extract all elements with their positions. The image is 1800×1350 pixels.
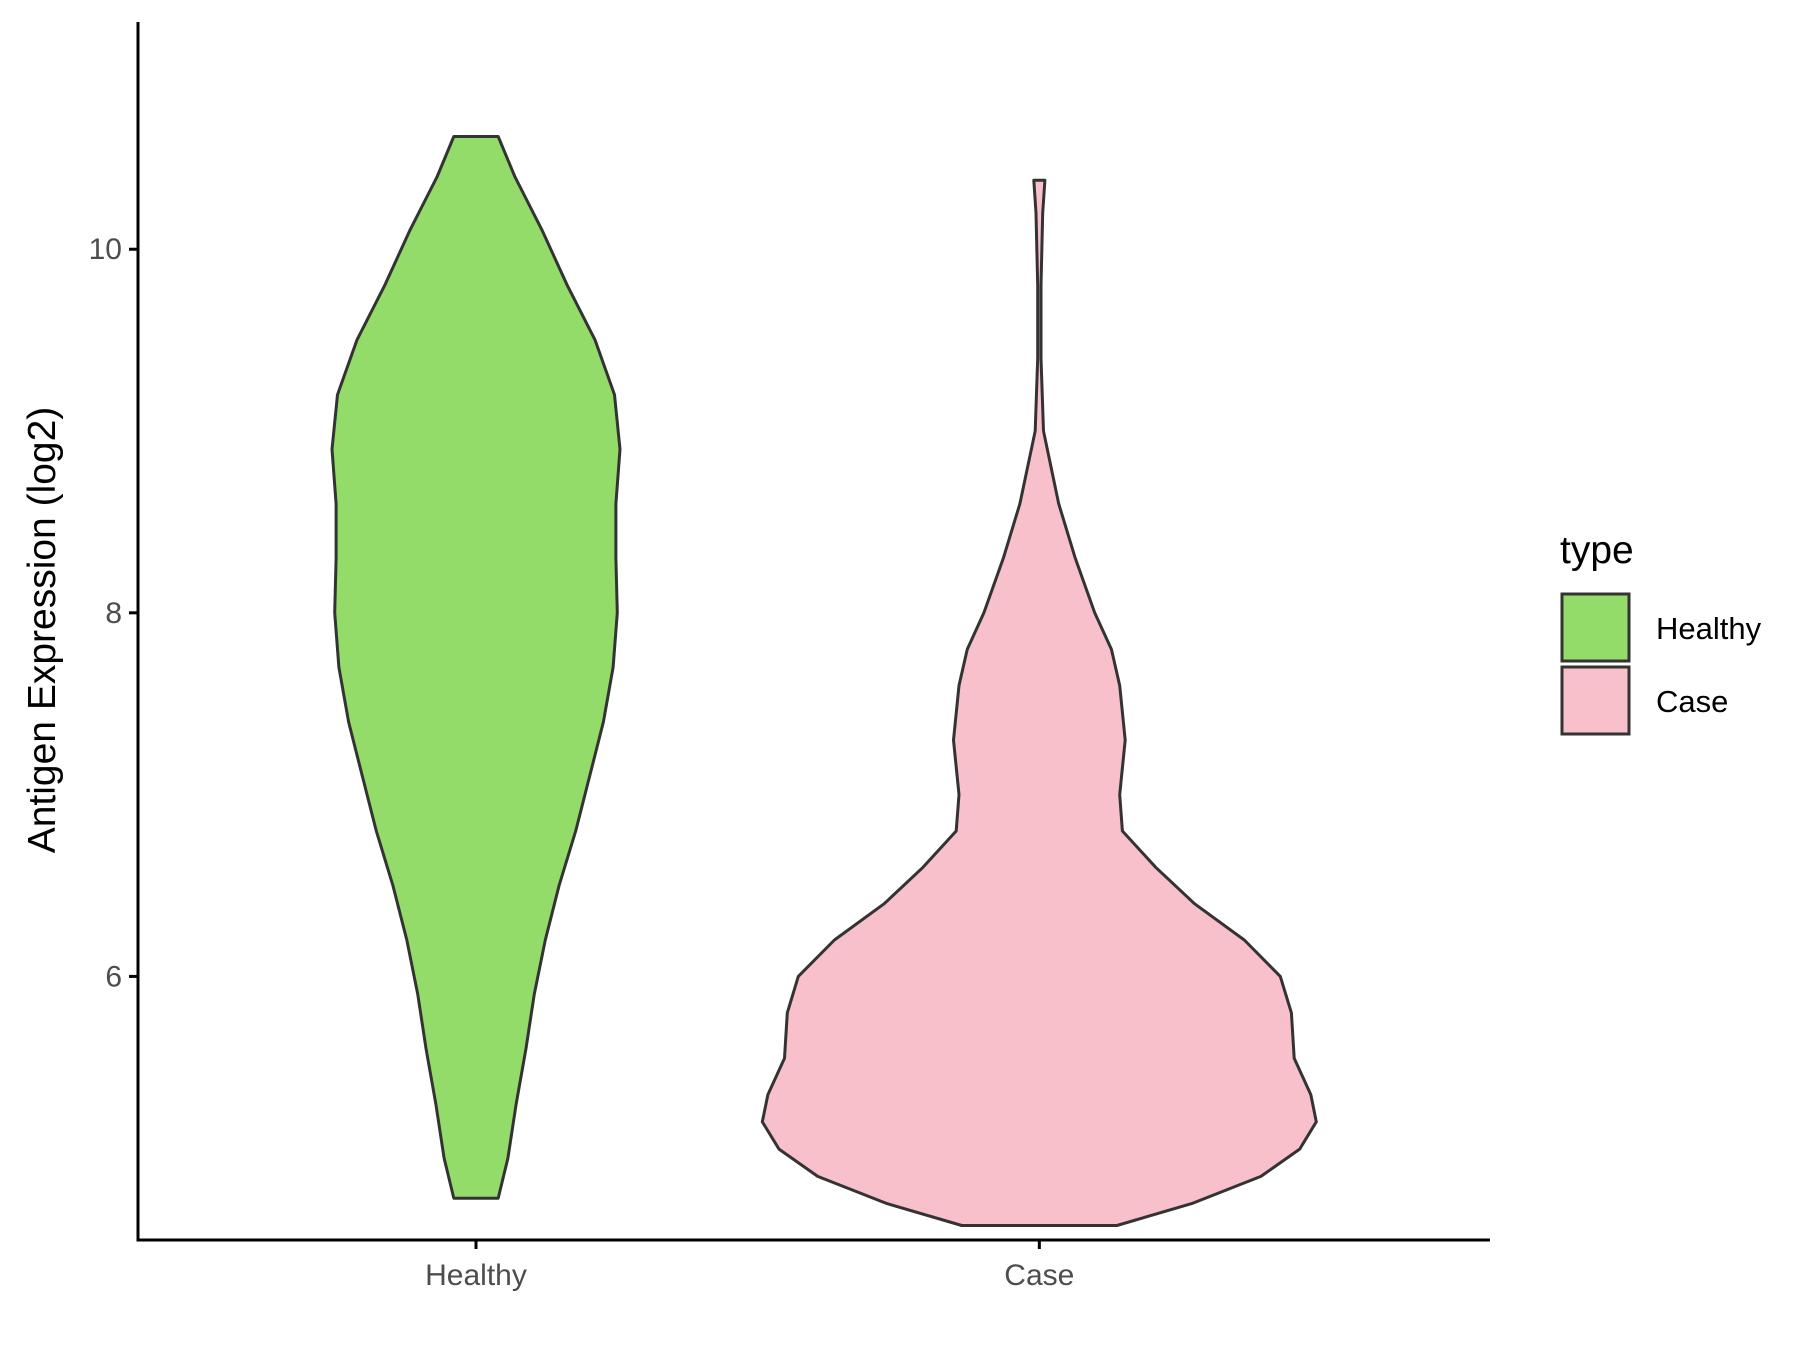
x-ticks: Healthy Case <box>425 1240 1074 1292</box>
axes-layer <box>136 22 1490 1242</box>
violin-healthy <box>330 135 622 1200</box>
legend-swatch-healthy <box>1560 592 1631 663</box>
legend-label-healthy: Healthy <box>1656 611 1762 646</box>
legend-label-case: Case <box>1656 684 1728 719</box>
y-ticks: 6 8 10 <box>89 233 138 993</box>
legend-items: Healthy Case <box>1560 592 1762 736</box>
violin-layer <box>330 135 1318 1227</box>
violin-case <box>760 178 1318 1227</box>
legend-swatch-case <box>1560 665 1631 736</box>
y-tick-label: 10 <box>89 233 122 266</box>
legend-title: type <box>1560 529 1634 572</box>
y-tick-label: 8 <box>105 597 122 630</box>
x-tick-label: Case <box>1004 1259 1074 1292</box>
x-tick-label: Healthy <box>425 1259 527 1292</box>
y-tick-label: 6 <box>105 960 122 993</box>
y-axis-title: Antigen Expression (log2) <box>21 407 64 854</box>
legend: type Healthy Case <box>1560 529 1762 736</box>
